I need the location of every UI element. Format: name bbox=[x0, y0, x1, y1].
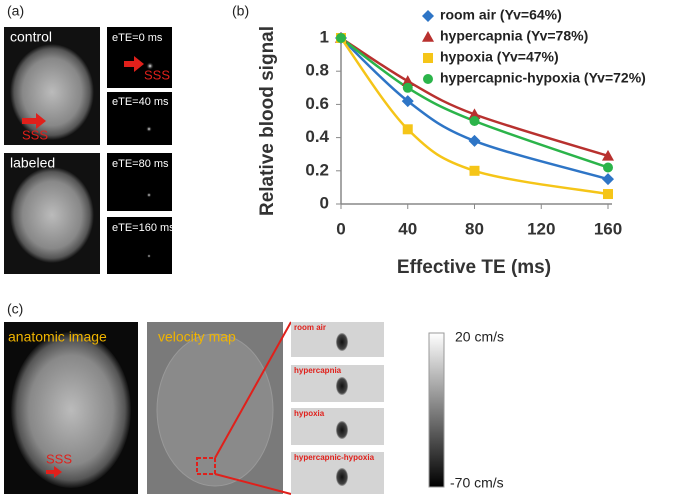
brain bbox=[10, 167, 94, 263]
legend-marker bbox=[422, 31, 434, 42]
data-point bbox=[468, 108, 481, 120]
image-label: velocity map bbox=[158, 329, 236, 345]
vessel-dot bbox=[146, 192, 152, 198]
data-point bbox=[603, 162, 613, 173]
strip-label: hypercapnic-hypoxia bbox=[294, 453, 375, 462]
ete-label: eTE=40 ms bbox=[112, 96, 169, 108]
series-line bbox=[340, 37, 609, 181]
legend-marker bbox=[422, 10, 434, 22]
y-tick-label: 0.8 bbox=[305, 61, 329, 80]
y-tick-label: 1 bbox=[320, 27, 329, 46]
data-point bbox=[602, 149, 614, 161]
roi-box bbox=[196, 457, 216, 475]
ete-images bbox=[107, 27, 172, 274]
legend-label: hypercapnic-hypoxia (Yv=72%) bbox=[440, 70, 646, 86]
chart: (b) Effective TE (ms) Relative blood sig… bbox=[232, 3, 646, 278]
zoom-line bbox=[214, 473, 292, 495]
data-point bbox=[602, 173, 614, 186]
sss-label: SSS bbox=[144, 67, 170, 82]
y-tick-label: 0 bbox=[320, 193, 329, 212]
vessel-dot bbox=[146, 62, 154, 70]
x-tick-label: 160 bbox=[594, 219, 622, 238]
vessel bbox=[336, 421, 348, 439]
x-tick-label: 80 bbox=[465, 219, 484, 238]
data-point bbox=[401, 95, 414, 108]
zoom-strips bbox=[291, 322, 384, 494]
x-axis-title: Effective TE (ms) bbox=[397, 257, 551, 278]
image bbox=[107, 217, 172, 274]
vessel bbox=[336, 377, 348, 395]
vessel bbox=[336, 468, 348, 486]
colorbar-label: -70 cm/s bbox=[450, 475, 504, 491]
vessel bbox=[336, 333, 348, 351]
x-tick-label: 40 bbox=[398, 219, 417, 238]
sss-label: SSS bbox=[46, 451, 72, 466]
legend-label: room air (Yv=64%) bbox=[440, 7, 562, 23]
data-point bbox=[402, 124, 413, 135]
data-point bbox=[603, 189, 613, 200]
legend-label: hypercapnia (Yv=78%) bbox=[440, 28, 588, 44]
data-point bbox=[336, 33, 346, 43]
ete-label: eTE=0 ms bbox=[112, 32, 163, 44]
brain bbox=[156, 333, 274, 487]
panel-label: (a) bbox=[7, 3, 24, 19]
data-point bbox=[468, 134, 481, 147]
legend-marker bbox=[423, 53, 433, 63]
x-tick-label: 0 bbox=[336, 219, 345, 238]
strip-label: hypoxia bbox=[294, 409, 325, 418]
vessel-dot bbox=[146, 126, 152, 132]
image-label: anatomic image bbox=[8, 329, 107, 345]
data-point bbox=[402, 82, 413, 93]
series-line bbox=[340, 36, 609, 169]
ete-label: eTE=80 ms bbox=[112, 158, 169, 170]
data-point bbox=[401, 75, 414, 86]
series-line bbox=[340, 36, 609, 158]
data-point bbox=[469, 165, 480, 176]
panel-label: (b) bbox=[232, 3, 249, 19]
data-point bbox=[469, 116, 480, 126]
y-tick-label: 0.2 bbox=[305, 160, 329, 179]
colorbar-label: 20 cm/s bbox=[455, 329, 504, 345]
brain bbox=[10, 44, 94, 140]
y-axis-title: Relative blood signal bbox=[257, 26, 278, 216]
strip-label: hypercapnia bbox=[294, 366, 342, 375]
vessel-dot bbox=[147, 254, 151, 258]
zoom-line bbox=[214, 321, 292, 459]
y-tick-label: 0.6 bbox=[305, 94, 329, 113]
image-label: labeled bbox=[10, 155, 55, 171]
strip-label: room air bbox=[294, 323, 326, 332]
x-tick-label: 120 bbox=[527, 219, 555, 238]
image bbox=[107, 153, 172, 211]
colorbar bbox=[428, 332, 445, 488]
arrow bbox=[124, 56, 144, 72]
y-tick-label: 0.4 bbox=[305, 127, 329, 146]
arrow bbox=[46, 466, 62, 478]
series-line bbox=[339, 37, 609, 196]
brain bbox=[11, 332, 131, 488]
panel-label: (c) bbox=[7, 301, 23, 317]
image bbox=[107, 27, 172, 88]
ete-label: eTE=160 ms bbox=[112, 222, 175, 234]
legend-label: hypoxia (Yv=47%) bbox=[440, 49, 559, 65]
image bbox=[107, 92, 172, 145]
legend-marker bbox=[423, 74, 433, 84]
arrow bbox=[22, 113, 46, 129]
image-label: control bbox=[10, 29, 52, 45]
sss-label: SSS bbox=[22, 127, 48, 142]
